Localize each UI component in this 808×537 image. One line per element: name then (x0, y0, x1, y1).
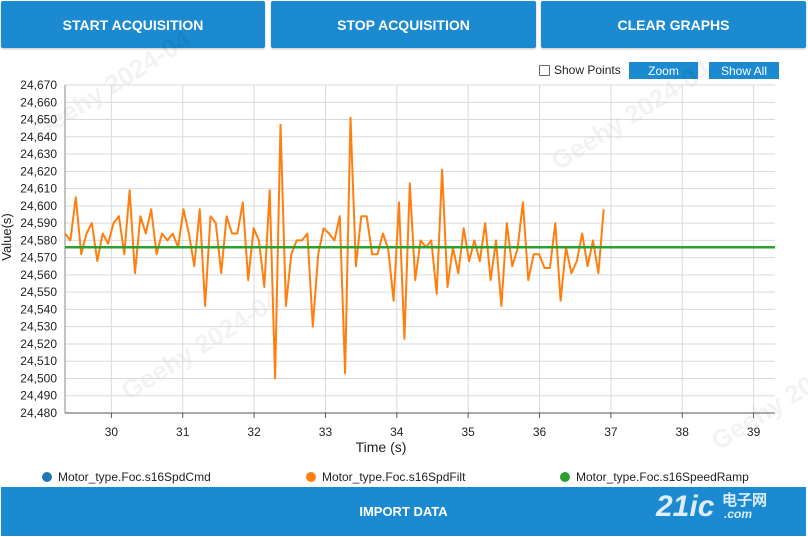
y-tick-label: 24,600 (20, 199, 57, 213)
y-tick-label: 24,550 (20, 285, 57, 299)
y-tick-label: 24,640 (20, 130, 57, 144)
legend-label: Motor_type.Foc.s16SpdCmd (58, 470, 211, 484)
clear-graphs-button[interactable]: CLEAR GRAPHS (541, 1, 806, 48)
legend-label: Motor_type.Foc.s16SpeedRamp (576, 470, 749, 484)
y-tick-label: 24,480 (20, 406, 57, 420)
series-line-spd-filt (64, 116, 605, 380)
x-tick-label: 34 (390, 425, 404, 439)
x-axis-label: Time (s) (356, 439, 407, 455)
y-tick-label: 24,580 (20, 233, 57, 247)
show-points-label: Show Points (554, 63, 621, 77)
x-tick-label: 33 (319, 425, 333, 439)
x-tick-label: 32 (247, 425, 261, 439)
stop-acquisition-button[interactable]: STOP ACQUISITION (271, 1, 536, 48)
legend-dot-icon (560, 472, 570, 482)
x-tick-label: 35 (461, 425, 475, 439)
y-tick-label: 24,590 (20, 216, 57, 230)
y-tick-label: 24,510 (20, 354, 57, 368)
legend-dot-icon (306, 472, 316, 482)
y-tick-label: 24,540 (20, 302, 57, 316)
y-tick-label: 24,490 (20, 389, 57, 403)
x-tick-label: 39 (747, 425, 761, 439)
y-tick-label: 24,670 (20, 78, 57, 92)
y-tick-label: 24,570 (20, 251, 57, 265)
legend-item-spd-cmd[interactable]: Motor_type.Foc.s16SpdCmd (42, 468, 211, 486)
show-points-toggle[interactable]: Show Points (539, 63, 621, 77)
y-tick-label: 24,620 (20, 164, 57, 178)
y-axis-label: Value(s) (0, 213, 14, 260)
y-tick-label: 24,630 (20, 147, 57, 161)
legend-label: Motor_type.Foc.s16SpdFilt (322, 470, 466, 484)
chart-series (64, 116, 775, 380)
import-data-button[interactable]: IMPORT DATA (1, 487, 806, 536)
legend-item-speed-ramp[interactable]: Motor_type.Foc.s16SpeedRamp (560, 468, 749, 486)
x-tick-label: 38 (676, 425, 690, 439)
x-tick-label: 31 (176, 425, 190, 439)
time-series-chart[interactable]: 24,480 24,490 24,500 24,510 24,520 24,530 24,5… (0, 0, 808, 470)
y-axis: 24,480 24,490 24,500 24,510 24,520 24,530 24,5… (20, 78, 66, 420)
zoom-button[interactable]: Zoom (629, 62, 698, 79)
start-acquisition-button[interactable]: START ACQUISITION (1, 1, 265, 48)
y-tick-label: 24,560 (20, 268, 57, 282)
y-tick-label: 24,610 (20, 182, 57, 196)
y-tick-label: 24,530 (20, 320, 57, 334)
show-all-button[interactable]: Show All (709, 62, 779, 79)
y-tick-label: 24,520 (20, 337, 57, 351)
y-tick-label: 24,660 (20, 95, 57, 109)
x-tick-label: 30 (105, 425, 119, 439)
legend-item-spd-filt[interactable]: Motor_type.Foc.s16SpdFilt (306, 468, 465, 486)
x-tick-label: 36 (533, 425, 547, 439)
show-points-checkbox[interactable] (539, 64, 550, 76)
y-tick-label: 24,650 (20, 113, 57, 127)
y-tick-label: 24,500 (20, 371, 57, 385)
x-axis: 30 31 32 33 34 35 36 37 38 39 (65, 412, 775, 439)
legend-dot-icon (42, 472, 52, 482)
x-tick-label: 37 (604, 425, 618, 439)
